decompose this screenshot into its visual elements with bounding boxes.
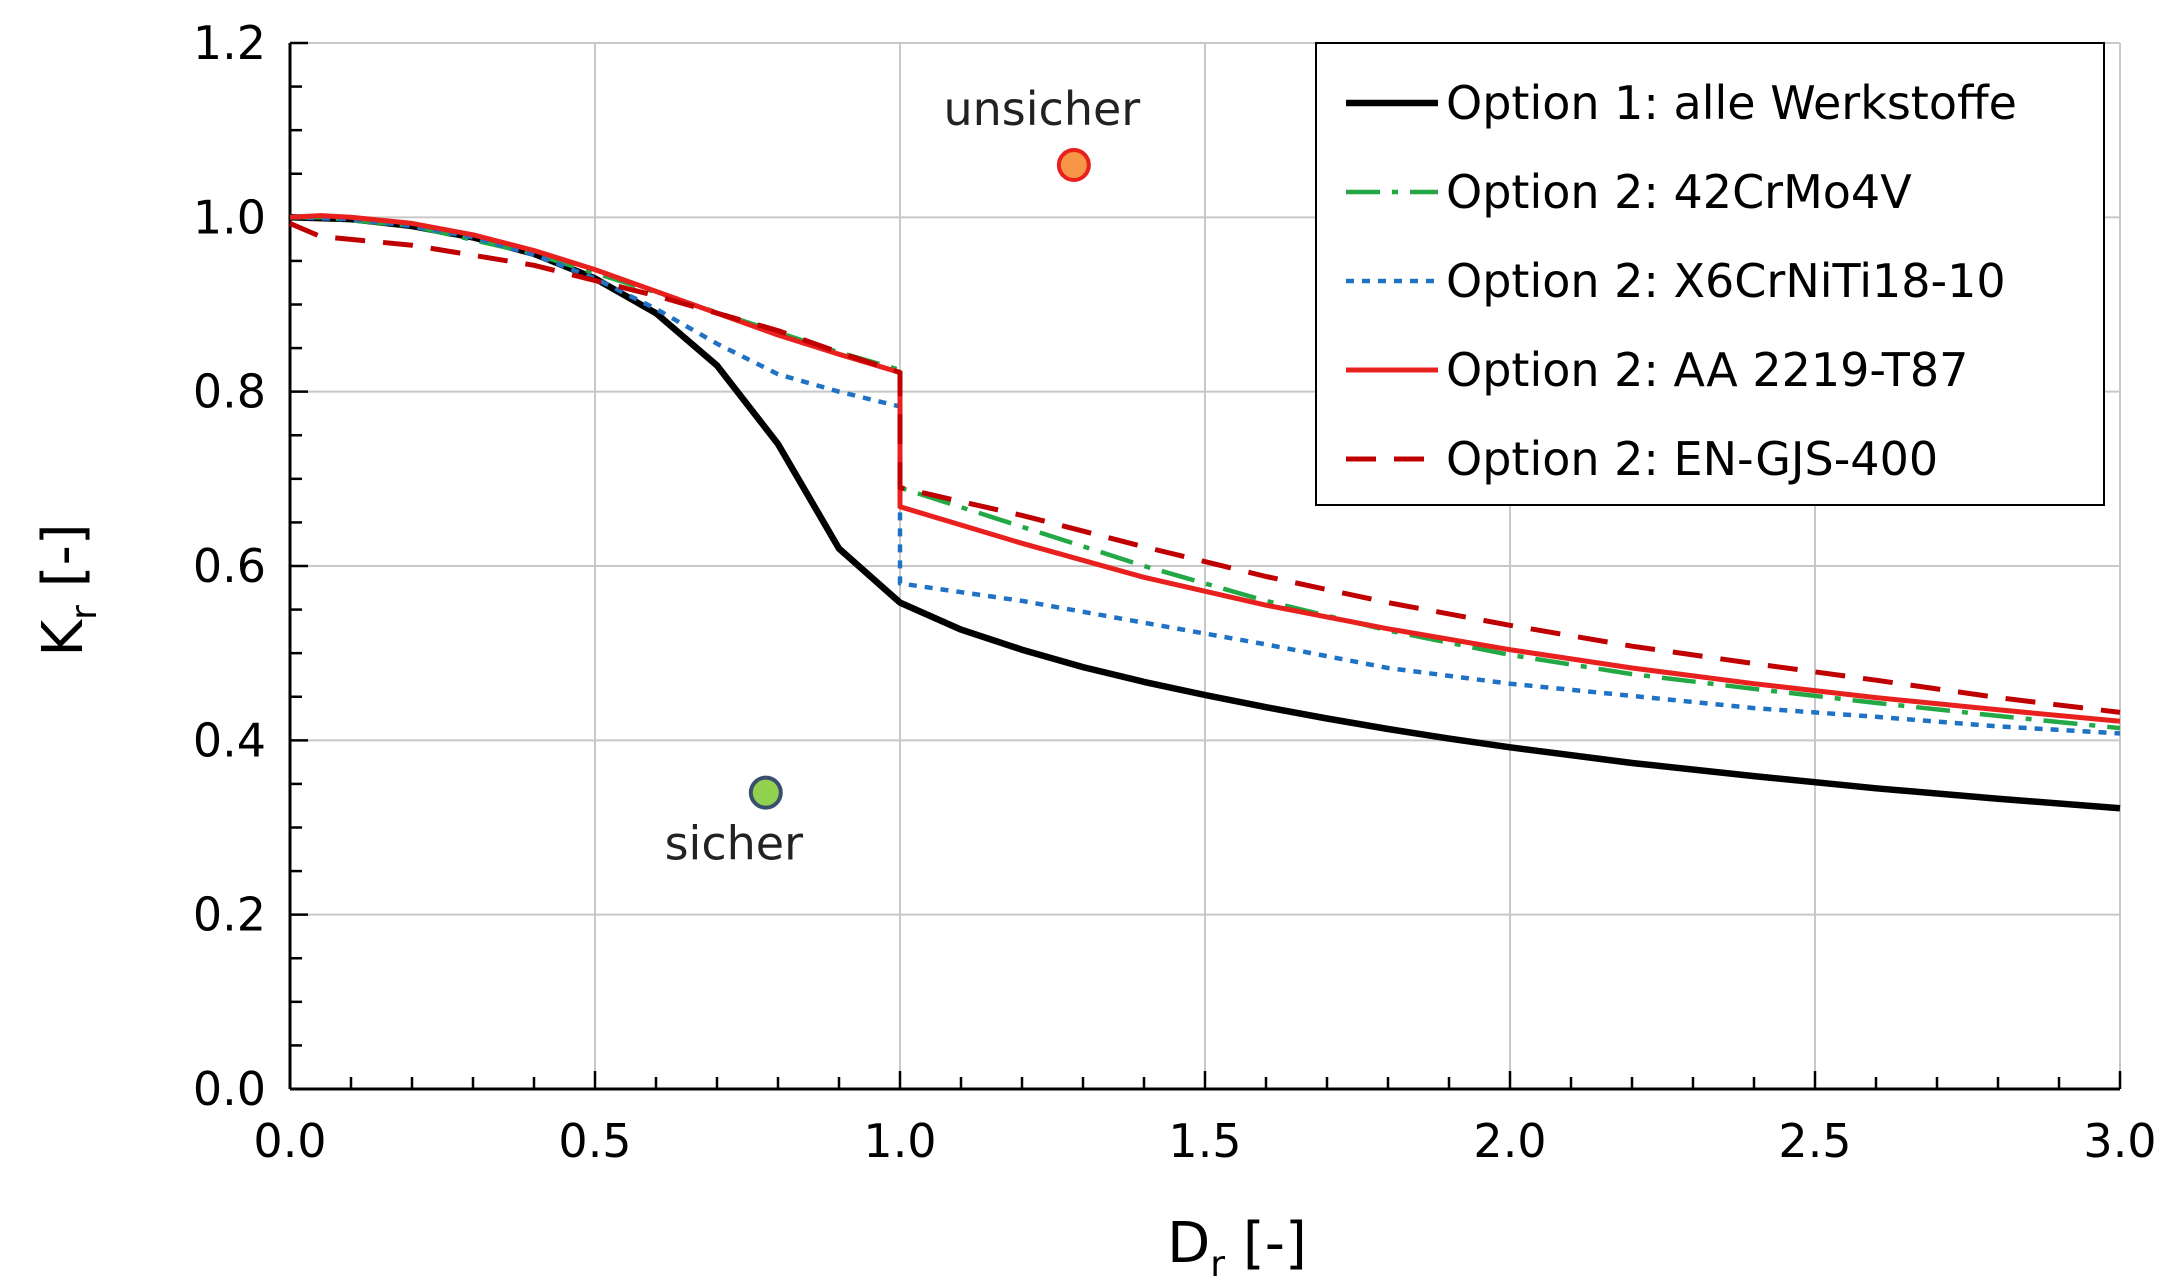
- annotation-label: sicher: [665, 817, 803, 871]
- x-tick-label: 0.0: [253, 1114, 326, 1168]
- y-tick-label: 0.6: [193, 539, 266, 593]
- y-tick-label: 0.4: [193, 713, 266, 767]
- annotation-label: unsicher: [943, 82, 1140, 136]
- x-tick-label: 1.5: [1168, 1114, 1241, 1168]
- series-line: [290, 215, 2121, 731]
- legend-label: Option 1: alle Werkstoffe: [1446, 76, 2017, 130]
- y-tick-label: 1.2: [193, 16, 266, 70]
- legend-label: Option 2: AA 2219-T87: [1446, 343, 1968, 397]
- x-tick-label: 2.0: [1473, 1114, 1546, 1168]
- legend-label: Option 2: 42CrMo4V: [1446, 165, 1912, 219]
- y-tick-label: 0.0: [193, 1062, 266, 1116]
- x-tick-label: 1.0: [863, 1114, 936, 1168]
- series-lines: [289, 213, 2121, 812]
- legend-box: [1315, 42, 2105, 506]
- y-tick-label: 1.0: [193, 190, 266, 244]
- x-tick-label: 2.5: [1778, 1114, 1851, 1168]
- legend-label: Option 2: EN-GJS-400: [1446, 432, 1938, 486]
- y-tick-label: 0.2: [193, 888, 266, 942]
- annotation-point: [748, 775, 783, 810]
- y-axis-title: Kr [-]: [31, 523, 105, 656]
- legend-label: Option 2: X6CrNiTi18-10: [1446, 254, 2006, 308]
- annotation-points: unsicher sicher: [665, 82, 1141, 871]
- x-axis-title: Dr [-]: [1167, 1211, 1307, 1283]
- axes: 0.0 0.5 1.0 1.5 2.0 2.5 3.0 0.0 0.2 0.4 0.6 0.8 1.0 1…: [193, 16, 2157, 1168]
- x-tick-label: 3.0: [2083, 1114, 2156, 1168]
- legend: Option 1: alle Werkstoffe Option 2: 42CrM…: [1315, 42, 2105, 506]
- y-axis-title-group: Kr [-]: [31, 523, 105, 656]
- series-line: [289, 221, 2121, 715]
- y-tick-label: 0.8: [193, 365, 266, 419]
- x-tick-label: 0.5: [558, 1114, 631, 1168]
- annotation-point: [1056, 148, 1091, 183]
